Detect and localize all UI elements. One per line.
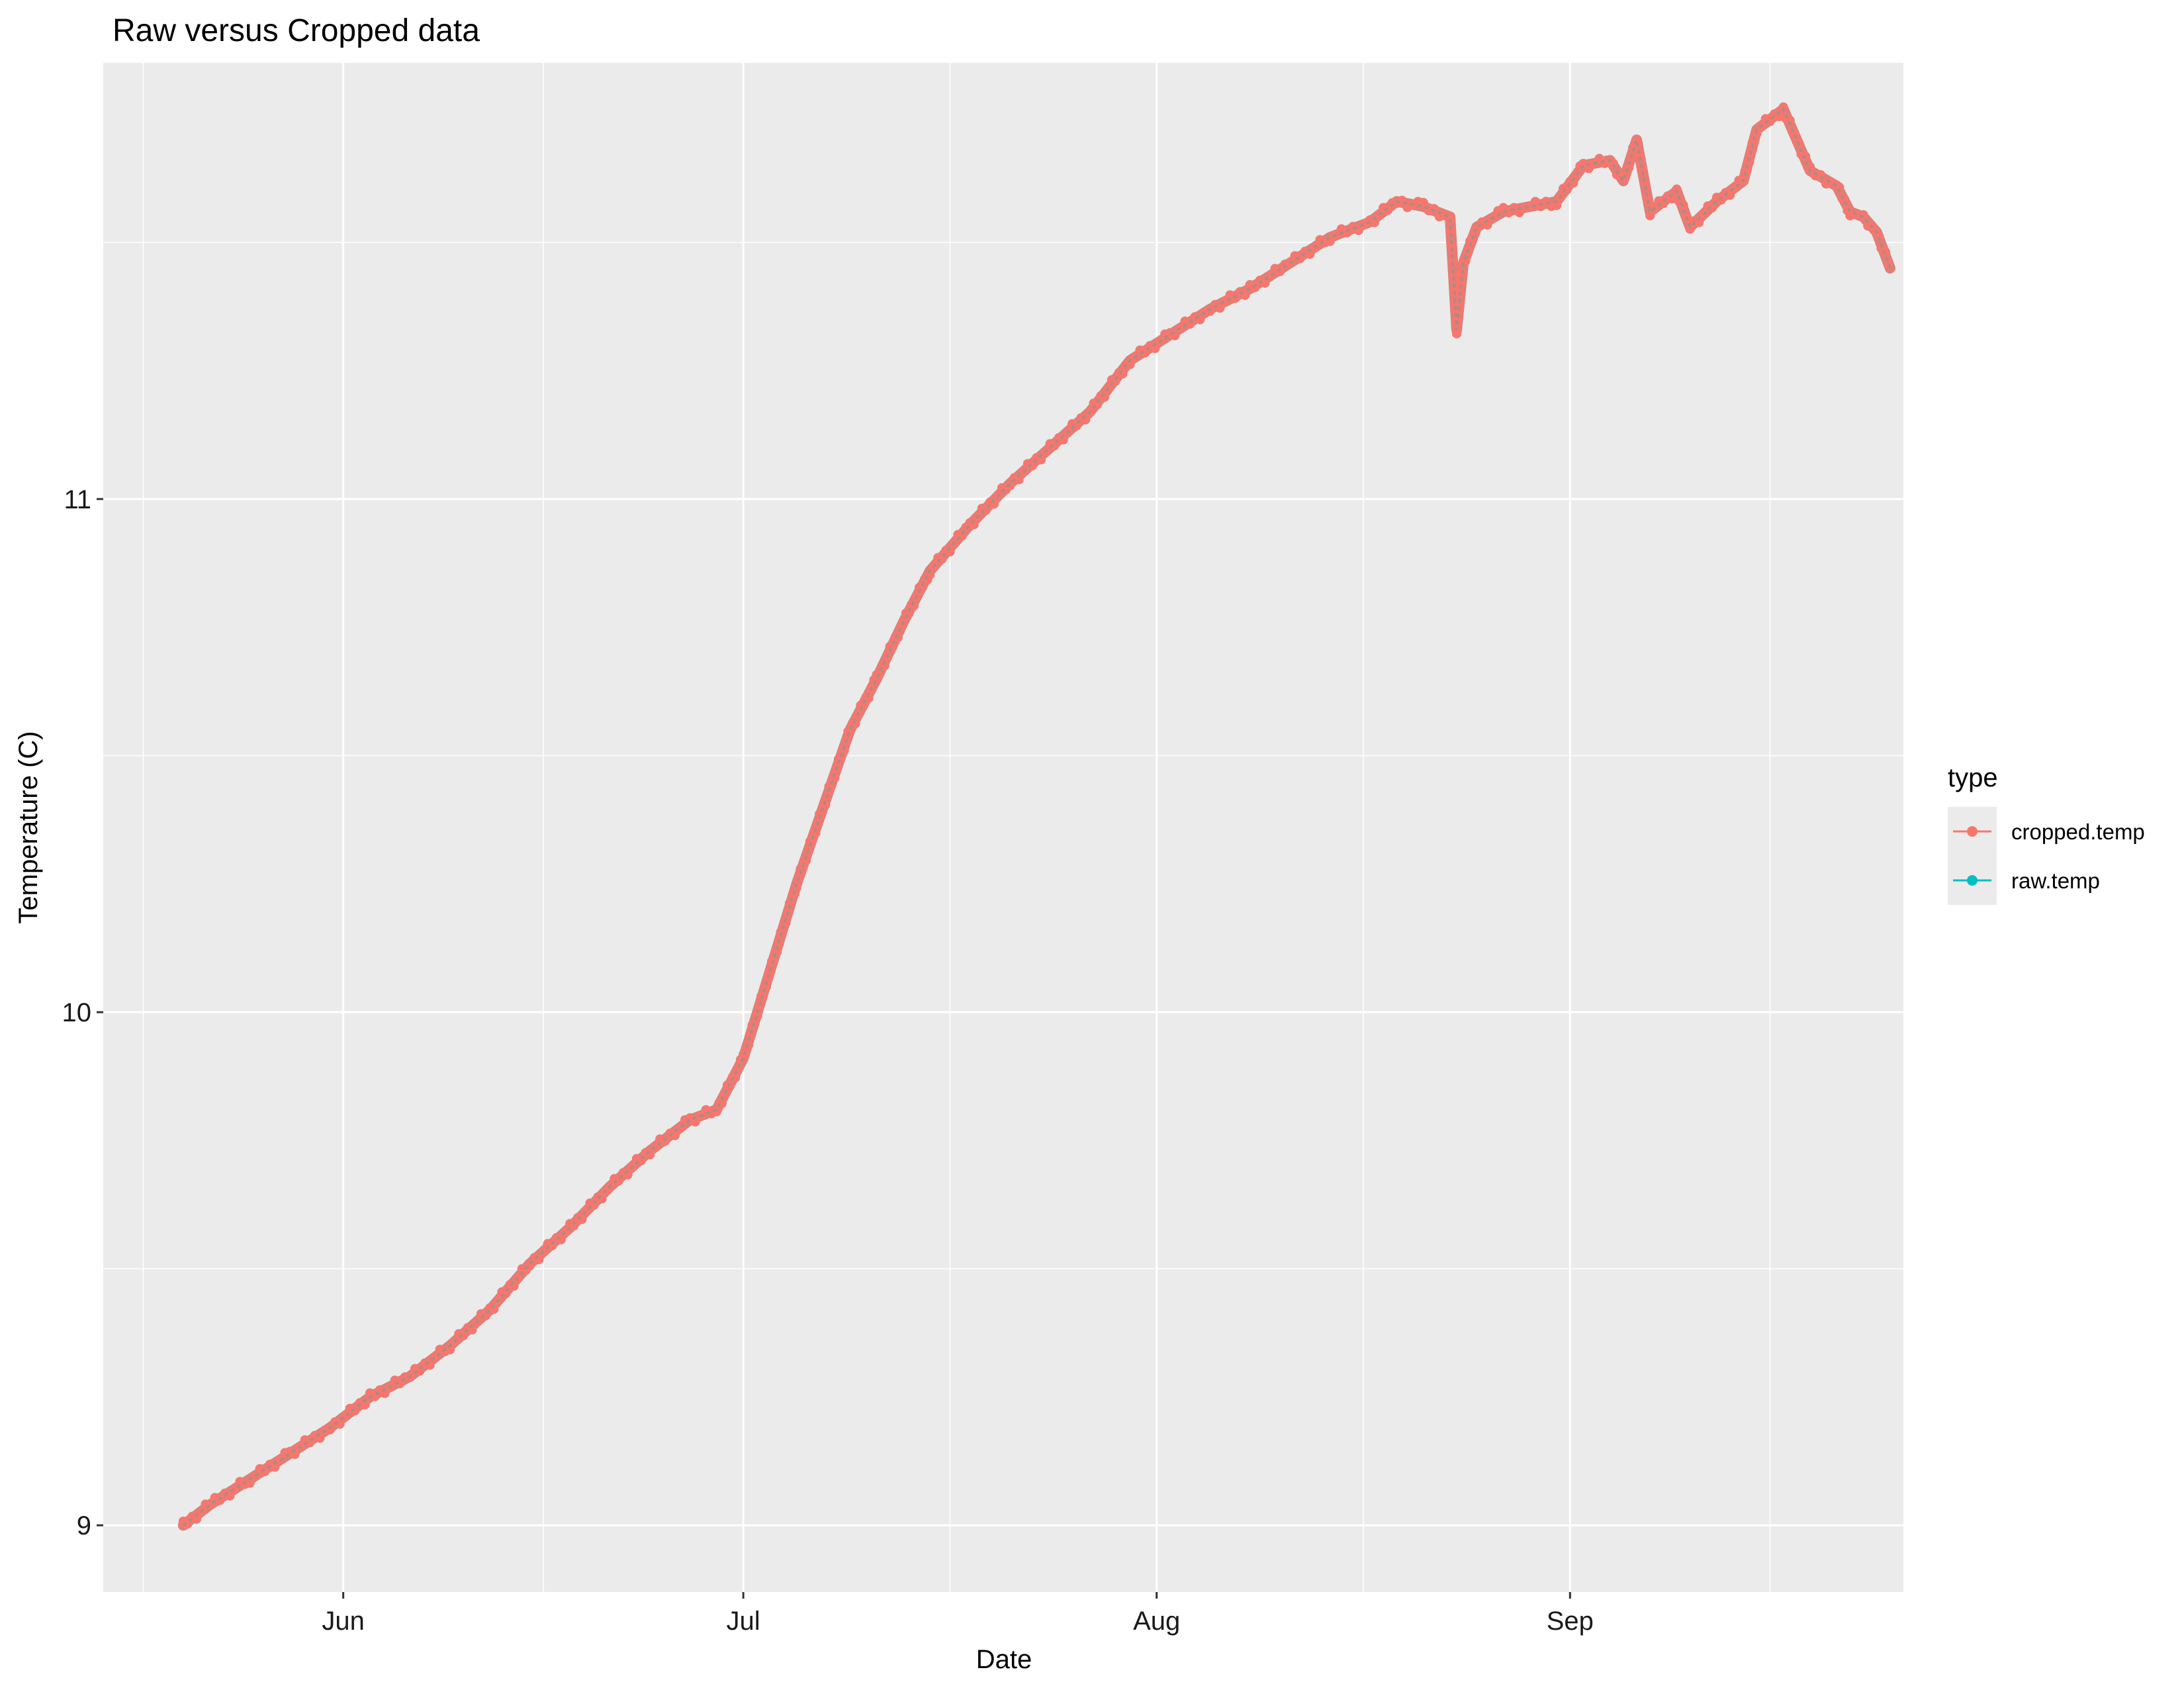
data-point-cropped.temp: [670, 1131, 680, 1141]
y-axis-title: Temperature (C): [14, 731, 43, 923]
data-point-cropped.temp: [1725, 190, 1735, 200]
data-point-cropped.temp: [1036, 455, 1046, 465]
legend-label: raw.temp: [2011, 868, 2100, 893]
data-point-cropped.temp: [719, 1090, 729, 1100]
data-point-cropped.temp: [534, 1254, 544, 1264]
data-point-cropped.temp: [215, 1495, 225, 1505]
data-point-cropped.temp: [192, 1514, 201, 1524]
data-point-cropped.temp: [1745, 157, 1754, 167]
data-point-cropped.temp: [1778, 102, 1788, 112]
data-point-cropped.temp: [270, 1462, 280, 1472]
data-point-cropped.temp: [893, 633, 903, 642]
data-point-cropped.temp: [1685, 224, 1695, 234]
legend-key-point: [1967, 875, 1978, 886]
data-point-cropped.temp: [360, 1400, 370, 1410]
plot-panel: [103, 63, 1903, 1592]
data-point-cropped.temp: [589, 1200, 599, 1210]
y-tick-label: 9: [77, 1511, 91, 1540]
data-point-cropped.temp: [1118, 369, 1128, 379]
data-point-cropped.temp: [1250, 283, 1260, 293]
data-point-cropped.temp: [839, 745, 849, 755]
data-point-cropped.temp: [614, 1176, 624, 1186]
data-point-cropped.temp: [1275, 267, 1285, 276]
data-point-cropped.temp: [733, 1064, 743, 1074]
y-tick-label: 11: [64, 485, 91, 514]
major-gridlines: [103, 63, 1903, 1592]
data-point-cropped.temp: [1707, 203, 1717, 212]
x-axis-title: Date: [976, 1645, 1032, 1674]
data-point-cropped.temp: [1125, 359, 1135, 369]
data-point-cropped.temp: [1452, 329, 1461, 339]
data-point-cropped.temp: [1752, 128, 1762, 138]
data-point-cropped.temp: [260, 1466, 270, 1476]
data-point-cropped.temp: [811, 828, 821, 838]
series-layer: [177, 102, 1895, 1531]
data-point-cropped.temp: [467, 1325, 477, 1335]
data-point-cropped.temp: [1005, 481, 1015, 491]
data-point-cropped.temp: [1457, 278, 1467, 288]
data-point-cropped.temp: [1027, 461, 1037, 471]
legend-key-point: [1967, 826, 1978, 837]
data-point-cropped.temp: [1562, 185, 1572, 195]
x-tick-label: Aug: [1133, 1607, 1180, 1636]
data-point-cropped.temp: [820, 800, 830, 810]
data-point-cropped.temp: [1672, 184, 1682, 194]
data-point-cropped.temp: [1569, 178, 1578, 188]
minor-gridlines: [103, 63, 1903, 1592]
data-point-cropped.temp: [1369, 218, 1379, 228]
data-point-cropped.temp: [765, 966, 775, 976]
data-point-cropped.temp: [350, 1405, 360, 1415]
legend-title: type: [1948, 763, 1998, 792]
data-point-cropped.temp: [645, 1150, 655, 1160]
data-point-cropped.temp: [745, 1030, 755, 1040]
data-point-cropped.temp: [445, 1344, 455, 1354]
data-point-cropped.temp: [1694, 218, 1704, 228]
overplot-trace: [182, 107, 1891, 1526]
chart-title: Raw versus Cropped data: [113, 13, 480, 48]
data-point-cropped.temp: [1446, 228, 1456, 238]
y-tick-label: 10: [62, 998, 92, 1027]
data-point-cropped.temp: [459, 1331, 468, 1340]
data-point-cropped.temp: [245, 1478, 255, 1488]
data-point-cropped.temp: [801, 855, 811, 865]
legend-keys: cropped.temp raw.temp: [1948, 807, 2145, 905]
data-point-cropped.temp: [792, 883, 801, 893]
data-point-cropped.temp: [1205, 306, 1215, 316]
legend: type cropped.temp raw.temp: [1948, 763, 2145, 905]
data-point-cropped.temp: [1852, 209, 1862, 219]
axes-layer: 9 10 11 Jun Jul Aug Sep: [62, 485, 1594, 1636]
data-point-cropped.temp: [1645, 211, 1655, 220]
data-point-cropped.temp: [569, 1221, 579, 1231]
data-point-cropped.temp: [1383, 205, 1392, 215]
data-point-cropped.temp: [781, 918, 791, 927]
data-point-cropped.temp: [1881, 248, 1891, 257]
data-point-cropped.temp: [1801, 152, 1811, 162]
data-point-cropped.temp: [1678, 200, 1688, 210]
legend-label: cropped.temp: [2011, 820, 2145, 844]
data-point-cropped.temp: [778, 927, 788, 937]
data-point-cropped.temp: [754, 1001, 764, 1011]
data-point-cropped.temp: [830, 773, 840, 783]
data-point-cropped.temp: [1716, 195, 1726, 205]
data-point-cropped.temp: [1455, 299, 1465, 308]
data-point-cropped.temp: [1014, 475, 1024, 485]
data-point-cropped.temp: [1635, 151, 1645, 161]
x-tick-label: Jun: [322, 1607, 365, 1636]
data-point-cropped.temp: [1305, 249, 1315, 259]
data-point-cropped.temp: [509, 1281, 519, 1291]
x-tick-label: Jul: [727, 1607, 760, 1636]
x-tick-label: Sep: [1547, 1607, 1594, 1636]
data-point-cropped.temp: [1260, 278, 1270, 288]
data-point-cropped.temp: [1099, 392, 1109, 402]
